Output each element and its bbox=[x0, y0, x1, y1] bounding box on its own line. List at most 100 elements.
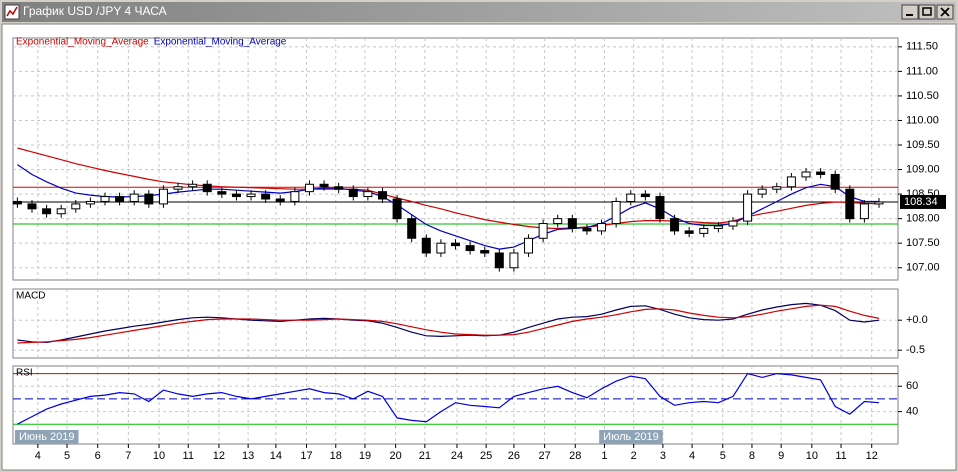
month-label-box bbox=[599, 430, 663, 444]
panel-label: RSI bbox=[16, 368, 33, 379]
x-tick-label: 24 bbox=[451, 450, 463, 462]
candle-body bbox=[12, 200, 22, 205]
x-tick-label: 25 bbox=[480, 450, 492, 462]
candle-body bbox=[115, 196, 125, 202]
candle-body bbox=[100, 196, 110, 202]
candle-body bbox=[275, 198, 285, 202]
x-tick-label: 7 bbox=[125, 450, 131, 462]
x-tick-label: 3 bbox=[660, 450, 666, 462]
candle-body bbox=[173, 186, 183, 190]
candle-body bbox=[626, 193, 636, 202]
y-tick-label: 109.00 bbox=[906, 163, 940, 175]
y-tick-label: -0.5 bbox=[906, 344, 925, 356]
x-tick-label: 19 bbox=[359, 450, 371, 462]
candle-body bbox=[567, 218, 577, 229]
window-icon-graph bbox=[6, 6, 18, 17]
panel-label: MACD bbox=[16, 291, 45, 302]
y-tick-label: 110.50 bbox=[906, 90, 939, 102]
x-tick-label: 20 bbox=[389, 450, 401, 462]
candle-body bbox=[597, 223, 607, 232]
y-tick-label: 110.00 bbox=[906, 114, 939, 126]
x-tick-label: 11 bbox=[835, 450, 846, 462]
x-tick-label: 12 bbox=[866, 450, 878, 462]
minimize-button[interactable] bbox=[901, 4, 919, 20]
x-tick-label: 1 bbox=[601, 450, 607, 462]
candle-body bbox=[334, 186, 344, 190]
candle-body bbox=[392, 198, 402, 220]
candle-body bbox=[757, 188, 767, 195]
candle-body bbox=[304, 183, 314, 193]
legend-entry: Exponential_Moving_Average bbox=[154, 37, 287, 48]
x-tick-label: 28 bbox=[569, 450, 581, 462]
x-tick-label: 11 bbox=[183, 450, 194, 462]
candle-body bbox=[42, 208, 52, 215]
indicator-line bbox=[17, 304, 880, 344]
x-tick-label: 5 bbox=[720, 450, 726, 462]
candle-body bbox=[290, 191, 300, 202]
candle-body bbox=[509, 252, 519, 269]
y-tick-label: 109.50 bbox=[906, 139, 940, 151]
candle-body bbox=[538, 223, 548, 239]
candle-body bbox=[71, 203, 81, 210]
x-tick-label: 6 bbox=[95, 450, 101, 462]
candle-body bbox=[56, 208, 66, 215]
close-button[interactable] bbox=[936, 4, 954, 20]
month-label: Июнь 2019 bbox=[19, 431, 75, 443]
indicator-line bbox=[17, 147, 880, 230]
candle-body bbox=[465, 245, 475, 252]
candle-body bbox=[684, 230, 694, 234]
indicator-line bbox=[17, 372, 880, 425]
candle-body bbox=[816, 171, 826, 175]
maximize-button[interactable] bbox=[918, 4, 936, 20]
candle-body bbox=[158, 188, 168, 205]
x-tick-label: 2 bbox=[631, 450, 637, 462]
y-tick-label: 40 bbox=[906, 405, 918, 417]
x-tick-label: 5 bbox=[64, 450, 70, 462]
candle-body bbox=[480, 250, 490, 254]
candle-body bbox=[377, 191, 387, 200]
candle-body bbox=[261, 193, 271, 200]
candle-body bbox=[436, 242, 446, 254]
panel-frame bbox=[12, 365, 899, 445]
candle-body bbox=[801, 171, 811, 178]
candle-body bbox=[699, 227, 709, 234]
y-tick-label: 111.50 bbox=[906, 41, 938, 53]
candle-body bbox=[231, 193, 241, 198]
candle-body bbox=[85, 200, 95, 205]
month-label-box bbox=[15, 430, 79, 444]
candle-body bbox=[611, 200, 621, 225]
candle-body bbox=[830, 173, 840, 190]
candle-body bbox=[728, 220, 738, 227]
x-tick-label: 17 bbox=[300, 450, 312, 462]
candle-body bbox=[845, 188, 855, 220]
candle-body bbox=[144, 193, 154, 205]
legend-entry: Exponential_Moving_Average bbox=[16, 37, 149, 48]
price-label: 108.34 bbox=[904, 196, 938, 208]
window-title: График USD /JPY 4 ЧАСА bbox=[23, 4, 167, 18]
candle-body bbox=[319, 183, 329, 188]
candle-body bbox=[451, 242, 460, 247]
candle-body bbox=[713, 225, 723, 229]
candle-body bbox=[348, 188, 358, 198]
candle-body bbox=[640, 193, 650, 198]
candle-body bbox=[407, 218, 417, 239]
candle-body bbox=[874, 201, 884, 205]
candle-body bbox=[786, 176, 796, 188]
candle-body bbox=[743, 193, 753, 222]
candle-body bbox=[129, 193, 139, 202]
candle-body bbox=[494, 252, 504, 269]
x-tick-label: 13 bbox=[242, 450, 254, 462]
month-label: Июль 2019 bbox=[603, 431, 659, 443]
candle-body bbox=[524, 237, 534, 254]
y-tick-label: 107.50 bbox=[906, 237, 940, 249]
candle-body bbox=[421, 237, 431, 254]
x-tick-label: 21 bbox=[419, 450, 431, 462]
x-tick-label: 4 bbox=[35, 450, 41, 462]
candle-body bbox=[670, 218, 680, 232]
x-tick-label: 4 bbox=[689, 450, 695, 462]
panel-frame bbox=[12, 288, 899, 359]
candle-body bbox=[772, 186, 782, 190]
x-tick-label: 18 bbox=[330, 450, 342, 462]
x-tick-label: 14 bbox=[270, 450, 282, 462]
